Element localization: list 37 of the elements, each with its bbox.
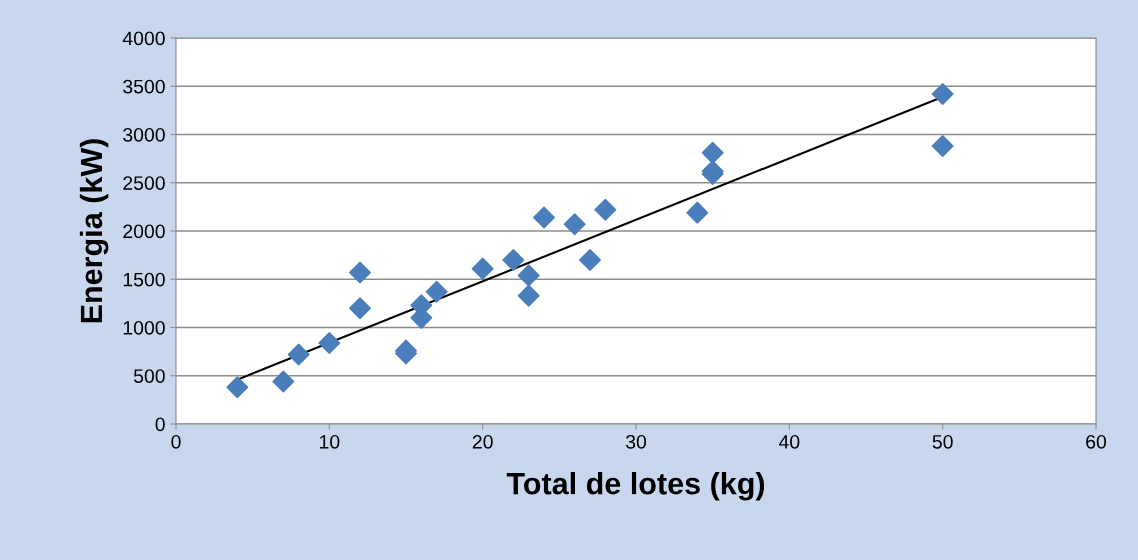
y-tick-label: 1500: [123, 272, 165, 287]
point: [287, 343, 310, 366]
point: [502, 248, 525, 271]
point: [471, 257, 494, 280]
y-tick-label: 4000: [122, 31, 165, 46]
point: [272, 370, 295, 393]
point: [931, 82, 954, 105]
point: [533, 206, 555, 229]
point: [349, 261, 371, 284]
x-axis-title: Total de lotes (kg): [506, 471, 765, 501]
point: [701, 141, 724, 164]
x-tick-label: 60: [1086, 434, 1107, 449]
point: [594, 198, 617, 221]
x-tick-label: 0: [171, 434, 181, 449]
y-tick-label: 1000: [123, 320, 165, 335]
y-tick-label: 3500: [123, 79, 165, 94]
x-tick-label: 30: [625, 434, 647, 449]
y-tick-label: 500: [133, 369, 165, 383]
point: [517, 264, 540, 287]
point: [563, 213, 586, 236]
x-tick-label: 20: [472, 434, 493, 449]
point: [931, 135, 954, 158]
point: [686, 201, 709, 224]
y-tick-label: 0: [155, 417, 165, 432]
x-tick-label: 10: [320, 434, 340, 449]
point: [579, 248, 601, 271]
point: [318, 331, 341, 354]
point: [349, 297, 371, 320]
y-tick-label: 2000: [123, 224, 165, 239]
y-axis-title: Energia (kW): [79, 139, 109, 323]
point: [517, 284, 540, 307]
point: [425, 280, 448, 303]
y-tick-label: 2500: [123, 176, 165, 190]
x-tick-label: 40: [778, 434, 800, 449]
point: [226, 376, 249, 399]
x-tick-label: 50: [932, 434, 953, 449]
y-tick-label: 3000: [123, 127, 165, 142]
